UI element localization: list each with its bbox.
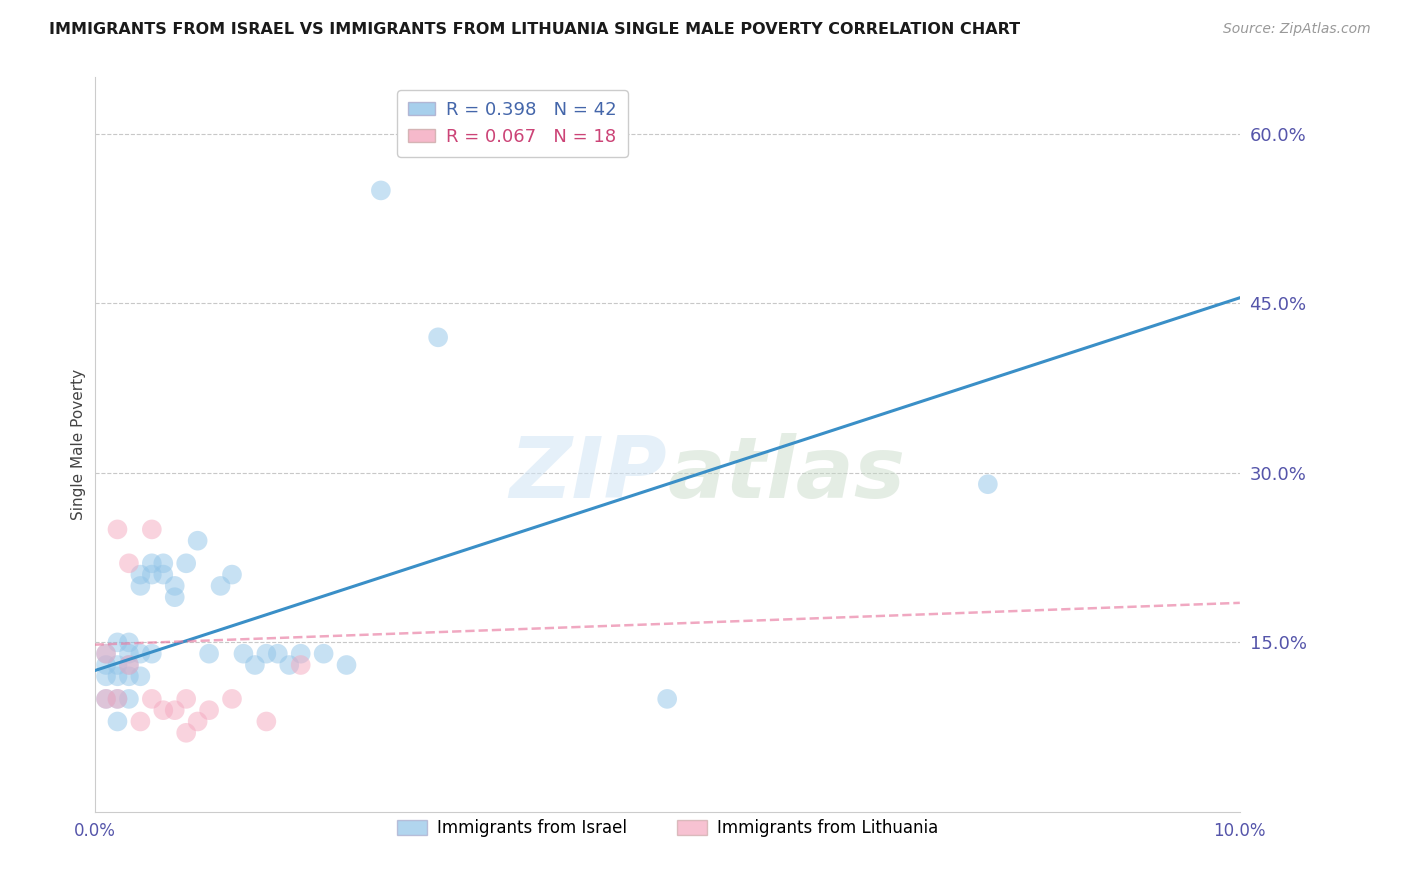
- Point: [163, 579, 186, 593]
- Point: [221, 567, 243, 582]
- Point: [94, 692, 117, 706]
- Point: [370, 183, 392, 197]
- Point: [187, 714, 209, 729]
- Point: [290, 647, 312, 661]
- Legend: Immigrants from Israel, Immigrants from Lithuania: Immigrants from Israel, Immigrants from …: [389, 813, 945, 844]
- Y-axis label: Single Male Poverty: Single Male Poverty: [72, 369, 86, 520]
- Point: [254, 714, 277, 729]
- Point: [152, 703, 174, 717]
- Text: Source: ZipAtlas.com: Source: ZipAtlas.com: [1223, 22, 1371, 37]
- Point: [174, 726, 197, 740]
- Point: [129, 669, 152, 683]
- Point: [141, 567, 163, 582]
- Point: [94, 669, 117, 683]
- Point: [107, 669, 129, 683]
- Point: [198, 703, 221, 717]
- Point: [94, 647, 117, 661]
- Point: [141, 692, 163, 706]
- Point: [187, 533, 209, 548]
- Point: [118, 557, 141, 571]
- Point: [267, 647, 290, 661]
- Point: [221, 692, 243, 706]
- Point: [107, 714, 129, 729]
- Point: [174, 692, 197, 706]
- Point: [141, 557, 163, 571]
- Point: [129, 714, 152, 729]
- Point: [107, 658, 129, 673]
- Point: [129, 567, 152, 582]
- Point: [290, 658, 312, 673]
- Point: [94, 692, 117, 706]
- Point: [254, 647, 277, 661]
- Point: [129, 647, 152, 661]
- Point: [141, 647, 163, 661]
- Point: [118, 669, 141, 683]
- Point: [107, 635, 129, 649]
- Point: [152, 567, 174, 582]
- Point: [94, 658, 117, 673]
- Point: [141, 522, 163, 536]
- Point: [129, 579, 152, 593]
- Point: [118, 658, 141, 673]
- Point: [278, 658, 301, 673]
- Point: [118, 658, 141, 673]
- Point: [243, 658, 266, 673]
- Point: [118, 692, 141, 706]
- Point: [118, 635, 141, 649]
- Point: [107, 692, 129, 706]
- Point: [163, 703, 186, 717]
- Point: [198, 647, 221, 661]
- Point: [163, 591, 186, 605]
- Point: [977, 477, 1000, 491]
- Point: [94, 647, 117, 661]
- Point: [174, 557, 197, 571]
- Point: [335, 658, 357, 673]
- Text: ZIP: ZIP: [509, 433, 668, 516]
- Point: [107, 522, 129, 536]
- Point: [232, 647, 254, 661]
- Text: IMMIGRANTS FROM ISRAEL VS IMMIGRANTS FROM LITHUANIA SINGLE MALE POVERTY CORRELAT: IMMIGRANTS FROM ISRAEL VS IMMIGRANTS FRO…: [49, 22, 1021, 37]
- Point: [657, 692, 679, 706]
- Point: [118, 647, 141, 661]
- Point: [152, 557, 174, 571]
- Point: [107, 692, 129, 706]
- Point: [427, 330, 450, 344]
- Text: atlas: atlas: [668, 433, 905, 516]
- Point: [312, 647, 335, 661]
- Point: [209, 579, 232, 593]
